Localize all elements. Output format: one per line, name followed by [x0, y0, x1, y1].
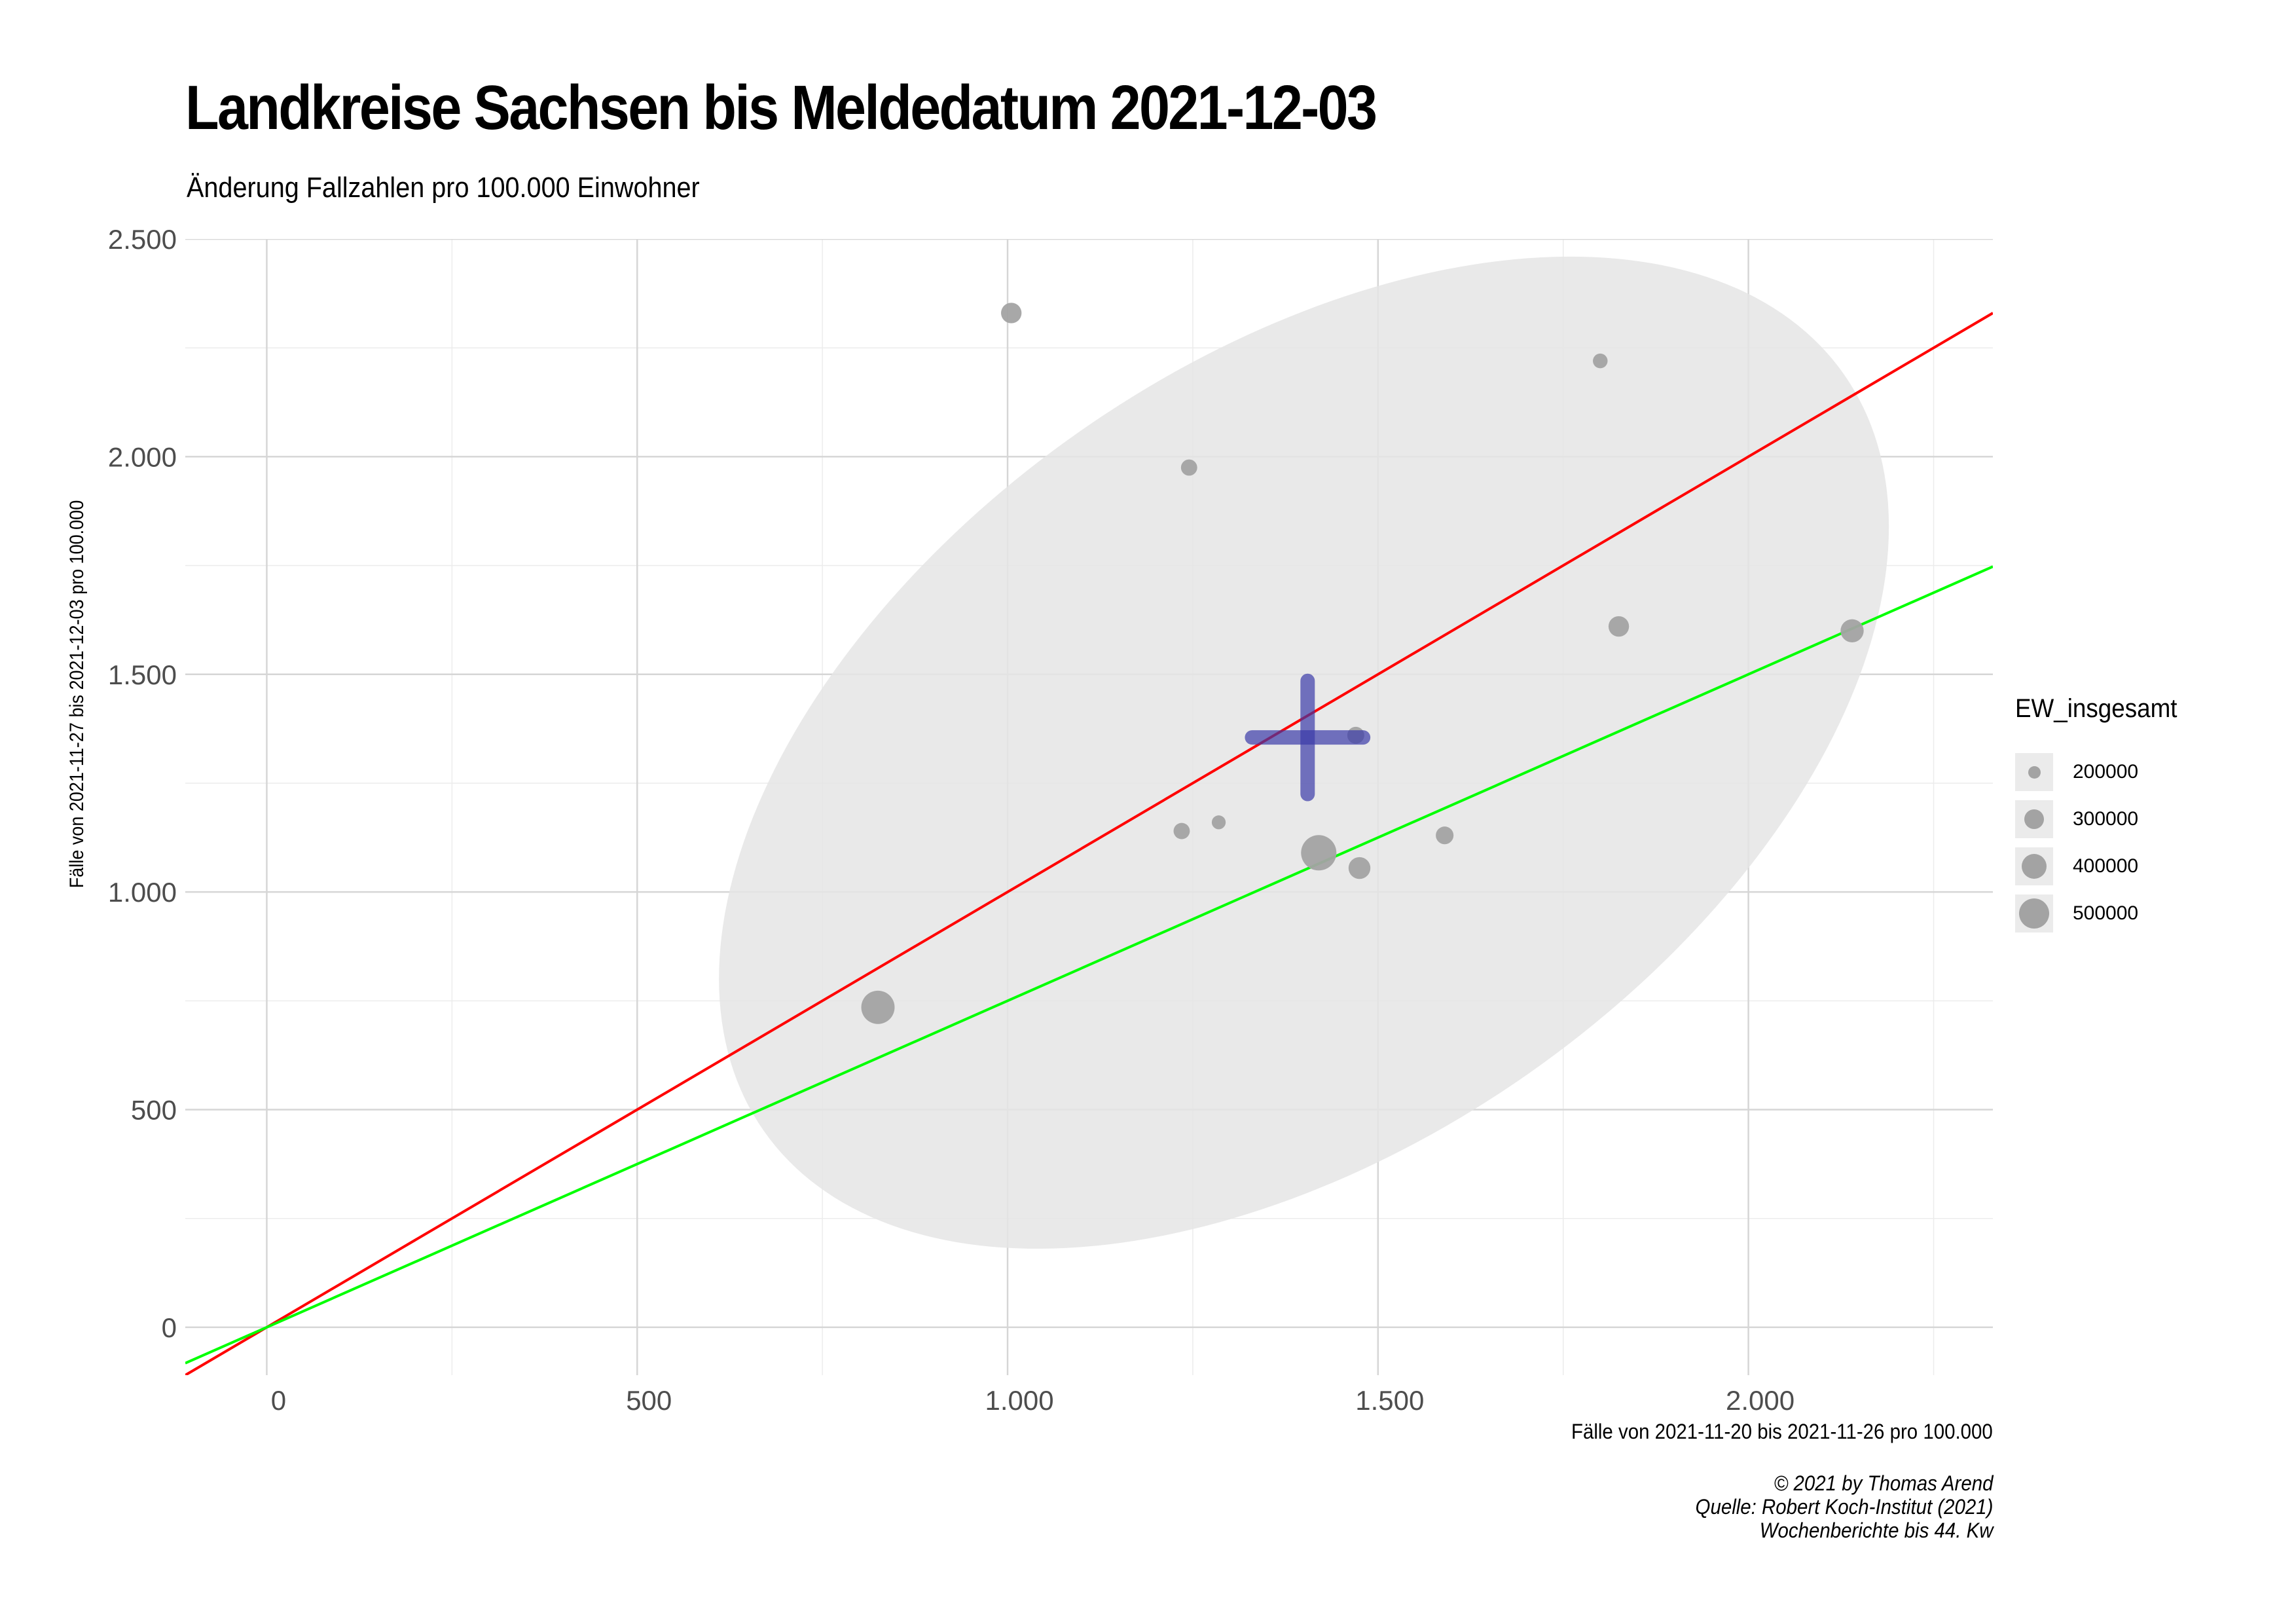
- caption-source: Quelle: Robert Koch-Institut (2021): [1695, 1494, 1993, 1519]
- legend-item: 400000: [2015, 843, 2191, 890]
- data-point: [1173, 822, 1190, 840]
- x-tick-label: 1.500: [1355, 1385, 1424, 1416]
- data-point: [1301, 835, 1337, 871]
- legend-item: 500000: [2015, 890, 2191, 937]
- caption-copyright: © 2021 by Thomas Arend: [1774, 1471, 1993, 1495]
- legend-key: [2015, 753, 2053, 791]
- legend-key: [2015, 847, 2053, 885]
- data-point: [1211, 815, 1226, 830]
- x-tick-label: 1.000: [985, 1385, 1053, 1416]
- y-tick-label: 2.500: [108, 224, 177, 255]
- legend-dot: [2018, 898, 2050, 929]
- legend-key: [2015, 895, 2053, 932]
- x-tick-label: 2.000: [1726, 1385, 1795, 1416]
- y-tick-label: 1.000: [108, 877, 177, 908]
- y-tick-label: 2.000: [108, 441, 177, 472]
- data-point: [1840, 619, 1864, 642]
- y-tick-label: 1.500: [108, 659, 177, 690]
- y-tick-label: 0: [162, 1312, 177, 1343]
- legend-dot: [2024, 809, 2044, 829]
- y-tick-label: 500: [131, 1095, 177, 1126]
- legend-label: 300000: [2073, 808, 2139, 830]
- chart-subtitle: Änderung Fallzahlen pro 100.000 Einwohne…: [187, 172, 700, 204]
- legend-items: 200000 300000 400000 500000: [2015, 748, 2191, 937]
- legend-title: EW_insgesamt: [2015, 694, 2178, 723]
- data-point: [1593, 353, 1608, 369]
- y-tick-labels: 0 500 1.000 1.500 2.000 2.500: [108, 224, 177, 1343]
- legend-item: 300000: [2015, 796, 2191, 843]
- data-point: [1608, 616, 1630, 637]
- legend-label: 200000: [2073, 761, 2139, 783]
- x-tick-labels: 0 500 1.000 1.500 2.000: [271, 1385, 1795, 1416]
- x-tick-label: 500: [626, 1385, 672, 1416]
- data-point: [1436, 826, 1454, 845]
- legend-key: [2015, 800, 2053, 838]
- caption-note: Wochenberichte bis 44. Kw: [1759, 1518, 1993, 1542]
- legend-label: 400000: [2073, 855, 2139, 877]
- reference-line: [185, 312, 1993, 1375]
- reference-lines: [185, 312, 1993, 1375]
- legend-label: 500000: [2073, 902, 2139, 924]
- data-point: [1348, 857, 1371, 879]
- data-point: [861, 990, 895, 1024]
- data-point: [1001, 303, 1022, 323]
- data-point: [1180, 459, 1197, 476]
- x-tick-label: 0: [271, 1385, 286, 1416]
- x-axis-label: Fälle von 2021-11-20 bis 2021-11-26 pro …: [1571, 1420, 1993, 1443]
- mean-cross: [1245, 673, 1371, 802]
- legend-dot: [2021, 853, 2047, 879]
- caption: © 2021 by Thomas Arend Quelle: Robert Ko…: [1695, 1471, 1993, 1542]
- size-legend: EW_insgesamt 200000 300000 400000 500000: [2015, 694, 2191, 937]
- legend-dot: [2028, 766, 2041, 779]
- chart-title: Landkreise Sachsen bis Meldedatum 2021-1…: [185, 73, 1377, 143]
- legend-item: 200000: [2015, 748, 2191, 796]
- reference-line: [185, 565, 1993, 1365]
